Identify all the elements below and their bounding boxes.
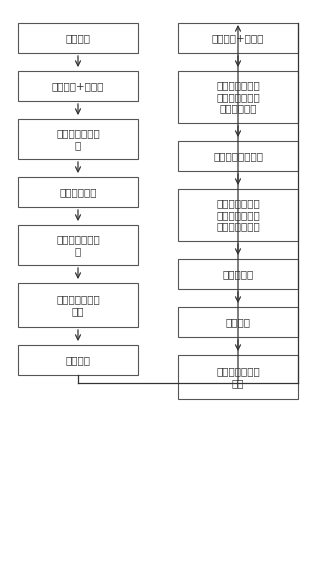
Text: 数据偏移地址: 数据偏移地址 [59, 187, 97, 197]
Text: 设备地址+读命令: 设备地址+读命令 [212, 33, 264, 43]
Text: 中断：处理停止
信息: 中断：处理停止 信息 [216, 366, 260, 388]
Bar [178, 355, 298, 399]
Bar [178, 141, 298, 171]
Text: 中断：保存偏移
地址: 中断：保存偏移 地址 [56, 294, 100, 316]
Text: 设备发出应答信号: 设备发出应答信号 [213, 151, 263, 161]
Bar [18, 23, 138, 53]
Bar [178, 307, 298, 337]
Bar [18, 119, 138, 159]
Bar [18, 345, 138, 375]
Text: 设备发出应答信
号: 设备发出应答信 号 [56, 234, 100, 256]
Bar [178, 23, 298, 53]
Bar [18, 225, 138, 265]
Bar [178, 71, 298, 123]
Text: 设备发出应答信
号: 设备发出应答信 号 [56, 128, 100, 150]
Bar [178, 259, 298, 289]
Text: 非应答信号: 非应答信号 [222, 269, 254, 279]
Text: 设备地址+写命令: 设备地址+写命令 [52, 81, 104, 91]
Bar [18, 283, 138, 327]
Text: 开始信号: 开始信号 [66, 355, 90, 365]
Bar [18, 71, 138, 101]
Text: 开始信号: 开始信号 [66, 33, 90, 43]
Bar [18, 177, 138, 207]
Text: 中断：根据保存
的偏移地址寻址
到相应的数据: 中断：根据保存 的偏移地址寻址 到相应的数据 [216, 81, 260, 114]
Bar [178, 189, 298, 241]
Text: 停止信号: 停止信号 [226, 317, 250, 327]
Text: 中断：发出寻址
到的数据，寻址
得到下一个数据: 中断：发出寻址 到的数据，寻址 得到下一个数据 [216, 198, 260, 232]
